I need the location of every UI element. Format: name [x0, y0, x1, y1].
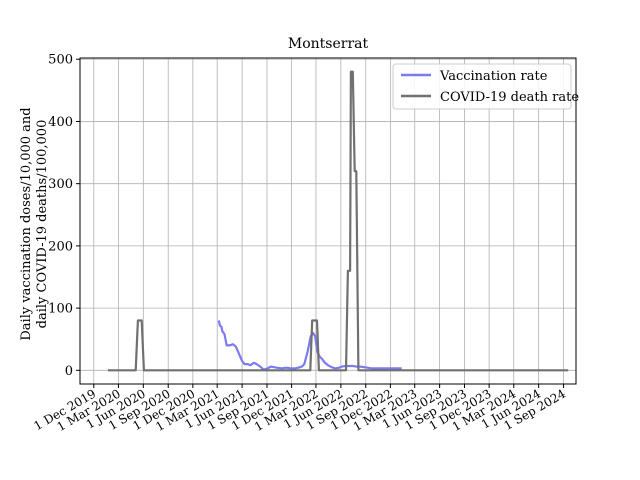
y-tick-label: 100	[48, 302, 73, 317]
y-axis-label: Daily vaccination doses/10,000 and	[19, 107, 34, 340]
legend-label-deaths: COVID-19 death rate	[440, 90, 579, 105]
legend-box	[392, 63, 572, 110]
y-axis: 0 100 200 300 400 500	[48, 53, 80, 379]
y-tick-label: 200	[48, 239, 73, 254]
legend: Vaccination rate COVID-19 death rate	[392, 63, 579, 110]
y-tick-label: 500	[48, 53, 73, 68]
y-tick-label: 0	[65, 364, 73, 379]
grid	[80, 58, 576, 384]
vaccination-rate-line	[217, 320, 402, 371]
y-axis-label: daily COVID-19 deaths/100,000	[35, 120, 50, 329]
series-layer	[107, 70, 569, 372]
y-tick-label: 300	[48, 177, 73, 192]
legend-label-vaccination: Vaccination rate	[439, 69, 548, 84]
chart-title: Montserrat	[288, 36, 369, 52]
covid-death-rate-line	[107, 70, 569, 372]
y-tick-label: 400	[48, 115, 73, 130]
plot-frame	[79, 57, 577, 385]
